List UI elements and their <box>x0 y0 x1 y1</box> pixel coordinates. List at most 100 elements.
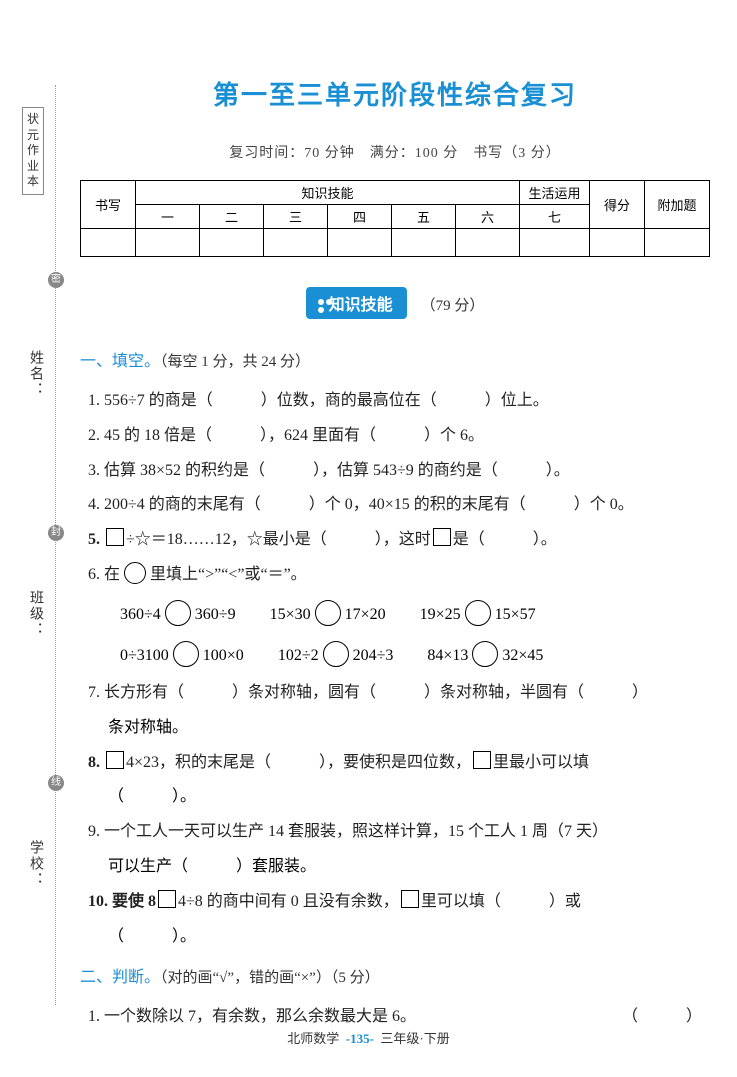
c2a: 0÷3100 <box>120 647 169 664</box>
side-tab: 状元作业本 <box>22 107 44 195</box>
circle-icon <box>323 641 349 667</box>
box-icon <box>106 751 124 769</box>
knowledge-badge-points: （79 分） <box>421 298 485 314</box>
sec1-title: 一、填空。 <box>80 353 160 370</box>
question-5: 5. ÷☆＝18……12，☆最小是（ ），这时 是（ ）。 <box>80 524 710 557</box>
q10-prefix: 10. 要使 8 <box>88 893 156 910</box>
j1-text: 1. 一个数除以 7，有余数，那么余数最大是 6。 <box>88 1008 416 1025</box>
c2c: 102÷2 <box>278 647 319 664</box>
question-1: 1. 556÷7 的商是（ ）位数，商的最高位在（ ）位上。 <box>80 385 710 418</box>
page-footer: 北师数学 -135- 三年级·下册 <box>0 1028 737 1047</box>
box-icon <box>106 528 124 546</box>
q5-prefix: 5. <box>88 531 104 548</box>
page-subtitle: 复习时间：70 分钟 满分：100 分 书写（3 分） <box>80 142 710 162</box>
th-two: 二 <box>200 205 264 229</box>
c2d: 204÷3 <box>353 647 394 664</box>
circle-icon <box>173 641 199 667</box>
q10-mid: 4÷8 的商中间有 0 且没有余数， <box>178 893 399 910</box>
q6-rest: 里填上“>”“<”或“＝”。 <box>150 566 307 583</box>
compare-row-2: 0÷3100 100×0 102÷2 204÷3 84×13 32×45 <box>80 635 710 677</box>
q10-end: 里可以填（ ）或 <box>421 893 581 910</box>
side-label-class: 班级： <box>15 590 45 638</box>
th-four: 四 <box>328 205 392 229</box>
question-3: 3. 估算 38×52 的积约是（ ），估算 543÷9 的商约是（ ）。 <box>80 455 710 488</box>
sec2-pts: （对的画“√”，错的画“×”）（5 分） <box>160 970 380 986</box>
side-rail <box>55 85 56 1005</box>
question-10d: （ ）。 <box>80 921 710 954</box>
side-label-school: 学校： <box>15 840 45 888</box>
th-bonus: 附加题 <box>645 181 710 229</box>
question-8d: （ ）。 <box>80 781 710 814</box>
box-icon <box>433 528 451 546</box>
c2e: 84×13 <box>427 647 468 664</box>
circle-icon <box>472 641 498 667</box>
box-icon <box>158 890 176 908</box>
question-10: 10. 要使 8 4÷8 的商中间有 0 且没有余数， 里可以填（ ）或 <box>80 886 710 919</box>
th-six: 六 <box>456 205 520 229</box>
question-7: 7. 长方形有（ ）条对称轴，圆有（ ）条对称轴，半圆有（ ） <box>80 677 710 710</box>
circle-icon <box>465 600 491 626</box>
c2f: 32×45 <box>502 647 543 664</box>
c1e: 19×25 <box>420 606 461 623</box>
th-three: 三 <box>264 205 328 229</box>
marker-mi: 密 <box>48 272 64 288</box>
sec1-pts: （每空 1 分，共 24 分） <box>160 354 310 370</box>
section-2-head: 二、判断。（对的画“√”，错的画“×”）（5 分） <box>80 963 710 987</box>
sec2-title: 二、判断。 <box>80 969 160 986</box>
c1a: 360÷4 <box>120 606 161 623</box>
q8-prefix: 8. <box>88 754 104 771</box>
side-label-name: 姓名： <box>15 350 45 398</box>
cell-blank <box>136 229 200 257</box>
c1c: 15×30 <box>270 606 311 623</box>
question-8: 8. 4×23，积的末尾是（ ），要使积是四位数， 里最小可以填 <box>80 747 710 780</box>
cell-blank <box>264 229 328 257</box>
c2b: 100×0 <box>203 647 244 664</box>
footer-left: 北师数学 <box>287 1031 339 1046</box>
question-2: 2. 45 的 18 倍是（ ），624 里面有（ ）个 6。 <box>80 420 710 453</box>
page-title: 第一至三单元阶段性综合复习 <box>80 75 710 112</box>
compare-row-1: 360÷4 360÷9 15×30 17×20 19×25 15×57 <box>80 594 710 636</box>
circle-icon <box>124 562 146 584</box>
th-score: 得分 <box>590 181 645 229</box>
q8-mid: 4×23，积的末尾是（ ），要使积是四位数， <box>126 754 471 771</box>
th-knowledge: 知识技能 <box>136 181 520 205</box>
th-life: 生活运用 <box>520 181 590 205</box>
th-writing: 书写 <box>81 181 136 229</box>
question-4: 4. 200÷4 的商的末尾有（ ）个 0，40×15 的积的末尾有（ ）个 0… <box>80 489 710 522</box>
q5-end: 是（ ）。 <box>453 531 557 548</box>
th-five: 五 <box>392 205 456 229</box>
marker-xian: 线 <box>48 775 64 791</box>
cell-blank <box>456 229 520 257</box>
th-one: 一 <box>136 205 200 229</box>
c1d: 17×20 <box>345 606 386 623</box>
cell-blank <box>81 229 136 257</box>
marker-feng: 封 <box>48 525 64 541</box>
cell-blank <box>590 229 645 257</box>
cell-blank <box>392 229 456 257</box>
footer-right: 三年级·下册 <box>380 1031 449 1046</box>
cell-blank <box>520 229 590 257</box>
q5-mid: ÷☆＝18……12，☆最小是（ ），这时 <box>126 531 431 548</box>
circle-icon <box>165 600 191 626</box>
side-tab-text: 状元作业本 <box>27 112 39 188</box>
th-seven: 七 <box>520 205 590 229</box>
question-9b: 可以生产（ ）套服装。 <box>80 851 710 884</box>
question-7b: 条对称轴。 <box>80 712 710 745</box>
score-table: 书写 知识技能 生活运用 得分 附加题 一 二 三 四 五 六 七 <box>80 180 710 257</box>
c1b: 360÷9 <box>195 606 236 623</box>
box-icon <box>473 751 491 769</box>
c1f: 15×57 <box>495 606 536 623</box>
q8-end: 里最小可以填 <box>493 754 589 771</box>
footer-page: -135- <box>346 1031 374 1046</box>
main-content: 第一至三单元阶段性综合复习 复习时间：70 分钟 满分：100 分 书写（3 分… <box>80 75 710 1036</box>
circle-icon <box>315 600 341 626</box>
cell-blank <box>645 229 710 257</box>
section-badge-row: 知识技能 （79 分） <box>80 287 710 319</box>
cell-blank <box>328 229 392 257</box>
section-1-head: 一、填空。（每空 1 分，共 24 分） <box>80 347 710 371</box>
knowledge-badge: 知识技能 <box>306 287 407 319</box>
cell-blank <box>200 229 264 257</box>
question-6: 6. 在 里填上“>”“<”或“＝”。 <box>80 559 710 592</box>
q6-prefix: 6. 在 <box>88 566 120 583</box>
question-9: 9. 一个工人一天可以生产 14 套服装，照这样计算，15 个工人 1 周（7 … <box>80 816 710 849</box>
